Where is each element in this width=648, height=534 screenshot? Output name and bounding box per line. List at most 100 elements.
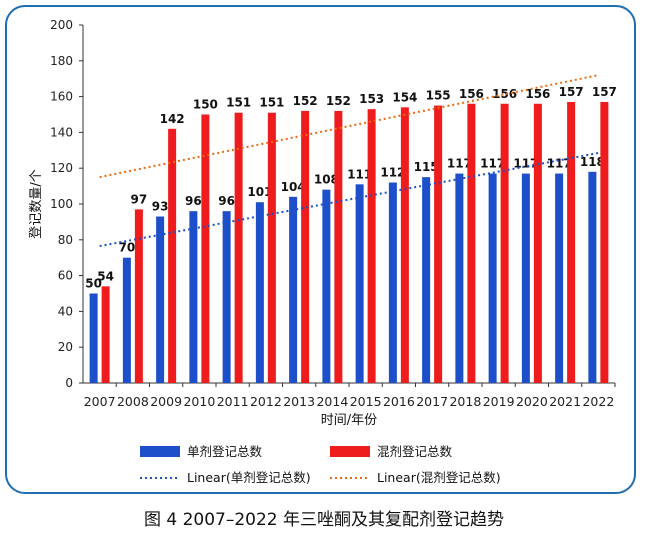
data-label: 118 [580, 155, 605, 169]
y-tick-label: 200 [50, 18, 73, 32]
data-label: 70 [119, 241, 136, 255]
x-tick-label: 2009 [150, 394, 182, 409]
legend-label: 单剂登记总数 [187, 444, 263, 459]
x-tick-label: 2007 [84, 394, 116, 409]
data-label: 101 [247, 185, 272, 199]
bar-single [422, 177, 431, 383]
bar-single [588, 171, 597, 383]
figure-caption: 图 4 2007–2022 年三唑酮及其复配剂登记趋势 [143, 510, 505, 530]
bar-mixed [234, 112, 243, 384]
bar-single [388, 182, 397, 383]
bar-mixed [467, 103, 476, 383]
data-label: 151 [226, 96, 251, 110]
data-label: 96 [185, 194, 202, 208]
y-tick-label: 20 [58, 340, 73, 354]
bar-single [521, 173, 530, 383]
x-tick-label: 2019 [483, 394, 515, 409]
data-label: 155 [426, 89, 451, 103]
x-tick-label: 2015 [350, 394, 382, 409]
legend-label: 混剂登记总数 [377, 444, 453, 459]
bar-mixed [168, 128, 177, 383]
bar-single [488, 173, 497, 383]
data-label: 157 [592, 85, 617, 99]
data-label: 112 [380, 166, 405, 180]
data-label: 150 [193, 98, 218, 112]
data-label: 108 [314, 173, 339, 187]
bar-single [189, 211, 198, 383]
bar-single [555, 173, 564, 383]
bar-mixed [201, 114, 210, 383]
x-tick-label: 2016 [383, 394, 415, 409]
x-tick-label: 2018 [449, 394, 481, 409]
data-label: 156 [525, 87, 550, 101]
data-label: 115 [414, 160, 439, 174]
bar-single [355, 184, 364, 383]
bar-single [322, 189, 331, 383]
y-tick-label: 140 [50, 125, 73, 139]
y-tick-label: 80 [58, 233, 73, 247]
data-label: 50 [85, 277, 102, 291]
data-label: 117 [480, 157, 505, 171]
y-tick-label: 180 [50, 54, 73, 68]
x-tick-label: 2017 [416, 394, 448, 409]
data-label: 117 [513, 157, 538, 171]
bar-single [89, 293, 98, 383]
chart-frame [5, 5, 636, 494]
data-label: 104 [281, 180, 306, 194]
bar-single [455, 173, 464, 383]
x-tick-label: 2014 [316, 394, 348, 409]
legend-swatch-single [140, 446, 180, 457]
data-label: 96 [218, 194, 235, 208]
bar-mixed [267, 112, 276, 384]
y-tick-label: 100 [50, 197, 73, 211]
data-label: 152 [326, 94, 351, 108]
data-label: 142 [160, 112, 185, 126]
data-label: 156 [492, 87, 517, 101]
y-tick-label: 160 [50, 90, 73, 104]
data-label: 97 [131, 192, 148, 206]
data-label: 157 [559, 85, 584, 99]
data-label: 154 [392, 90, 417, 104]
x-tick-label: 2013 [283, 394, 315, 409]
bar-mixed [367, 109, 376, 383]
data-label: 151 [259, 96, 284, 110]
bar-mixed [567, 101, 576, 383]
legend-label: Linear(混剂登记总数) [377, 470, 501, 485]
y-axis-title: 登记数量/个 [29, 169, 44, 238]
bar-mixed [334, 110, 343, 384]
bar-mixed [434, 105, 443, 384]
data-label: 54 [97, 269, 114, 283]
x-tick-label: 2022 [582, 394, 614, 409]
bar-single [122, 257, 131, 383]
data-label: 93 [152, 200, 169, 214]
bar-mixed [500, 103, 509, 383]
legend-label: Linear(单剂登记总数) [187, 470, 311, 485]
data-label: 111 [347, 167, 372, 181]
x-tick-label: 2010 [183, 394, 215, 409]
legend-swatch-mixed [330, 446, 370, 457]
x-tick-label: 2020 [516, 394, 548, 409]
x-tick-label: 2012 [250, 394, 282, 409]
y-tick-label: 0 [65, 376, 73, 390]
x-tick-label: 2011 [217, 394, 249, 409]
bar-single [289, 196, 298, 383]
y-tick-label: 40 [58, 304, 73, 318]
y-tick-label: 60 [58, 269, 73, 283]
x-axis-title: 时间/年份 [321, 413, 377, 428]
bar-single [156, 216, 165, 383]
bar-mixed [600, 101, 609, 383]
data-label: 153 [359, 92, 384, 106]
data-label: 117 [447, 157, 472, 171]
x-tick-label: 2021 [549, 394, 581, 409]
bar-mixed [101, 286, 110, 383]
bar-single [255, 202, 264, 383]
bar-mixed [533, 103, 542, 383]
data-label: 152 [293, 94, 318, 108]
bar-single [222, 211, 231, 383]
x-tick-label: 2008 [117, 394, 149, 409]
data-label: 156 [459, 87, 484, 101]
y-tick-label: 120 [50, 161, 73, 175]
bar-mixed [400, 107, 409, 383]
data-label: 117 [547, 157, 572, 171]
